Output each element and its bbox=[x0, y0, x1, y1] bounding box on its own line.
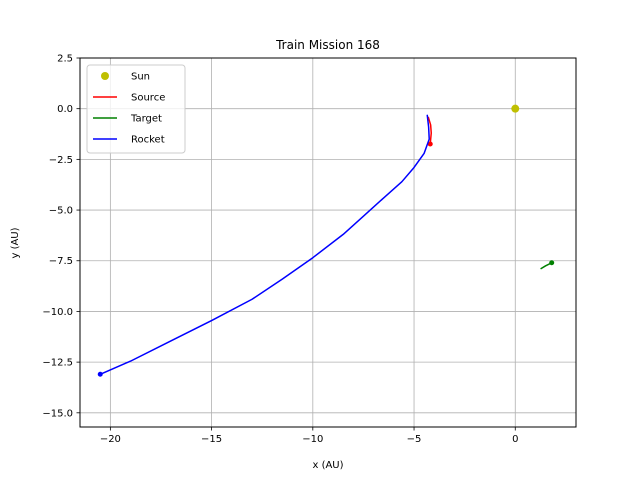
y-tick-label: −12.5 bbox=[42, 358, 73, 369]
legend-sun-label: Sun bbox=[131, 72, 150, 83]
x-tick-label: 0 bbox=[512, 434, 518, 445]
y-tick-label: −7.5 bbox=[49, 256, 73, 267]
x-tick-label: −20 bbox=[100, 434, 121, 445]
target-end-point bbox=[549, 260, 555, 266]
ticks: −20 −15 −10 −5 0 2.5 0.0 −2.5 −5.0 −7.5 −10.0 −12.5… bbox=[42, 54, 518, 446]
y-tick-label: −10.0 bbox=[42, 307, 73, 318]
series-layer bbox=[97, 104, 555, 377]
y-tick-label: 0.0 bbox=[57, 104, 73, 115]
legend-rocket-label: Rocket bbox=[131, 135, 165, 146]
legend: Sun Source Target Rocket bbox=[86, 64, 186, 154]
x-tick-label: −10 bbox=[302, 434, 323, 445]
plot-frame bbox=[79, 57, 577, 428]
y-tick-label: −2.5 bbox=[49, 155, 73, 166]
y-tick-label: −5.0 bbox=[49, 206, 73, 217]
x-tick-label: −15 bbox=[201, 434, 222, 445]
rocket-line bbox=[99, 114, 430, 375]
source-line bbox=[427, 116, 432, 145]
x-tick-label: −5 bbox=[407, 434, 422, 445]
y-axis-label: y (AU) bbox=[10, 227, 21, 258]
y-tick-label: 2.5 bbox=[57, 54, 73, 65]
x-axis-label: x (AU) bbox=[312, 460, 343, 471]
legend-sun-swatch bbox=[101, 72, 109, 80]
rocket-end-point bbox=[97, 371, 103, 377]
legend-target-label: Target bbox=[130, 114, 162, 125]
grid bbox=[80, 57, 576, 427]
legend-box bbox=[86, 64, 186, 154]
source-end-point bbox=[427, 141, 433, 147]
legend-source-label: Source bbox=[131, 93, 165, 104]
y-tick-label: −15.0 bbox=[42, 408, 73, 419]
sun-marker bbox=[511, 104, 520, 113]
chart-title: Train Mission 168 bbox=[275, 38, 380, 52]
